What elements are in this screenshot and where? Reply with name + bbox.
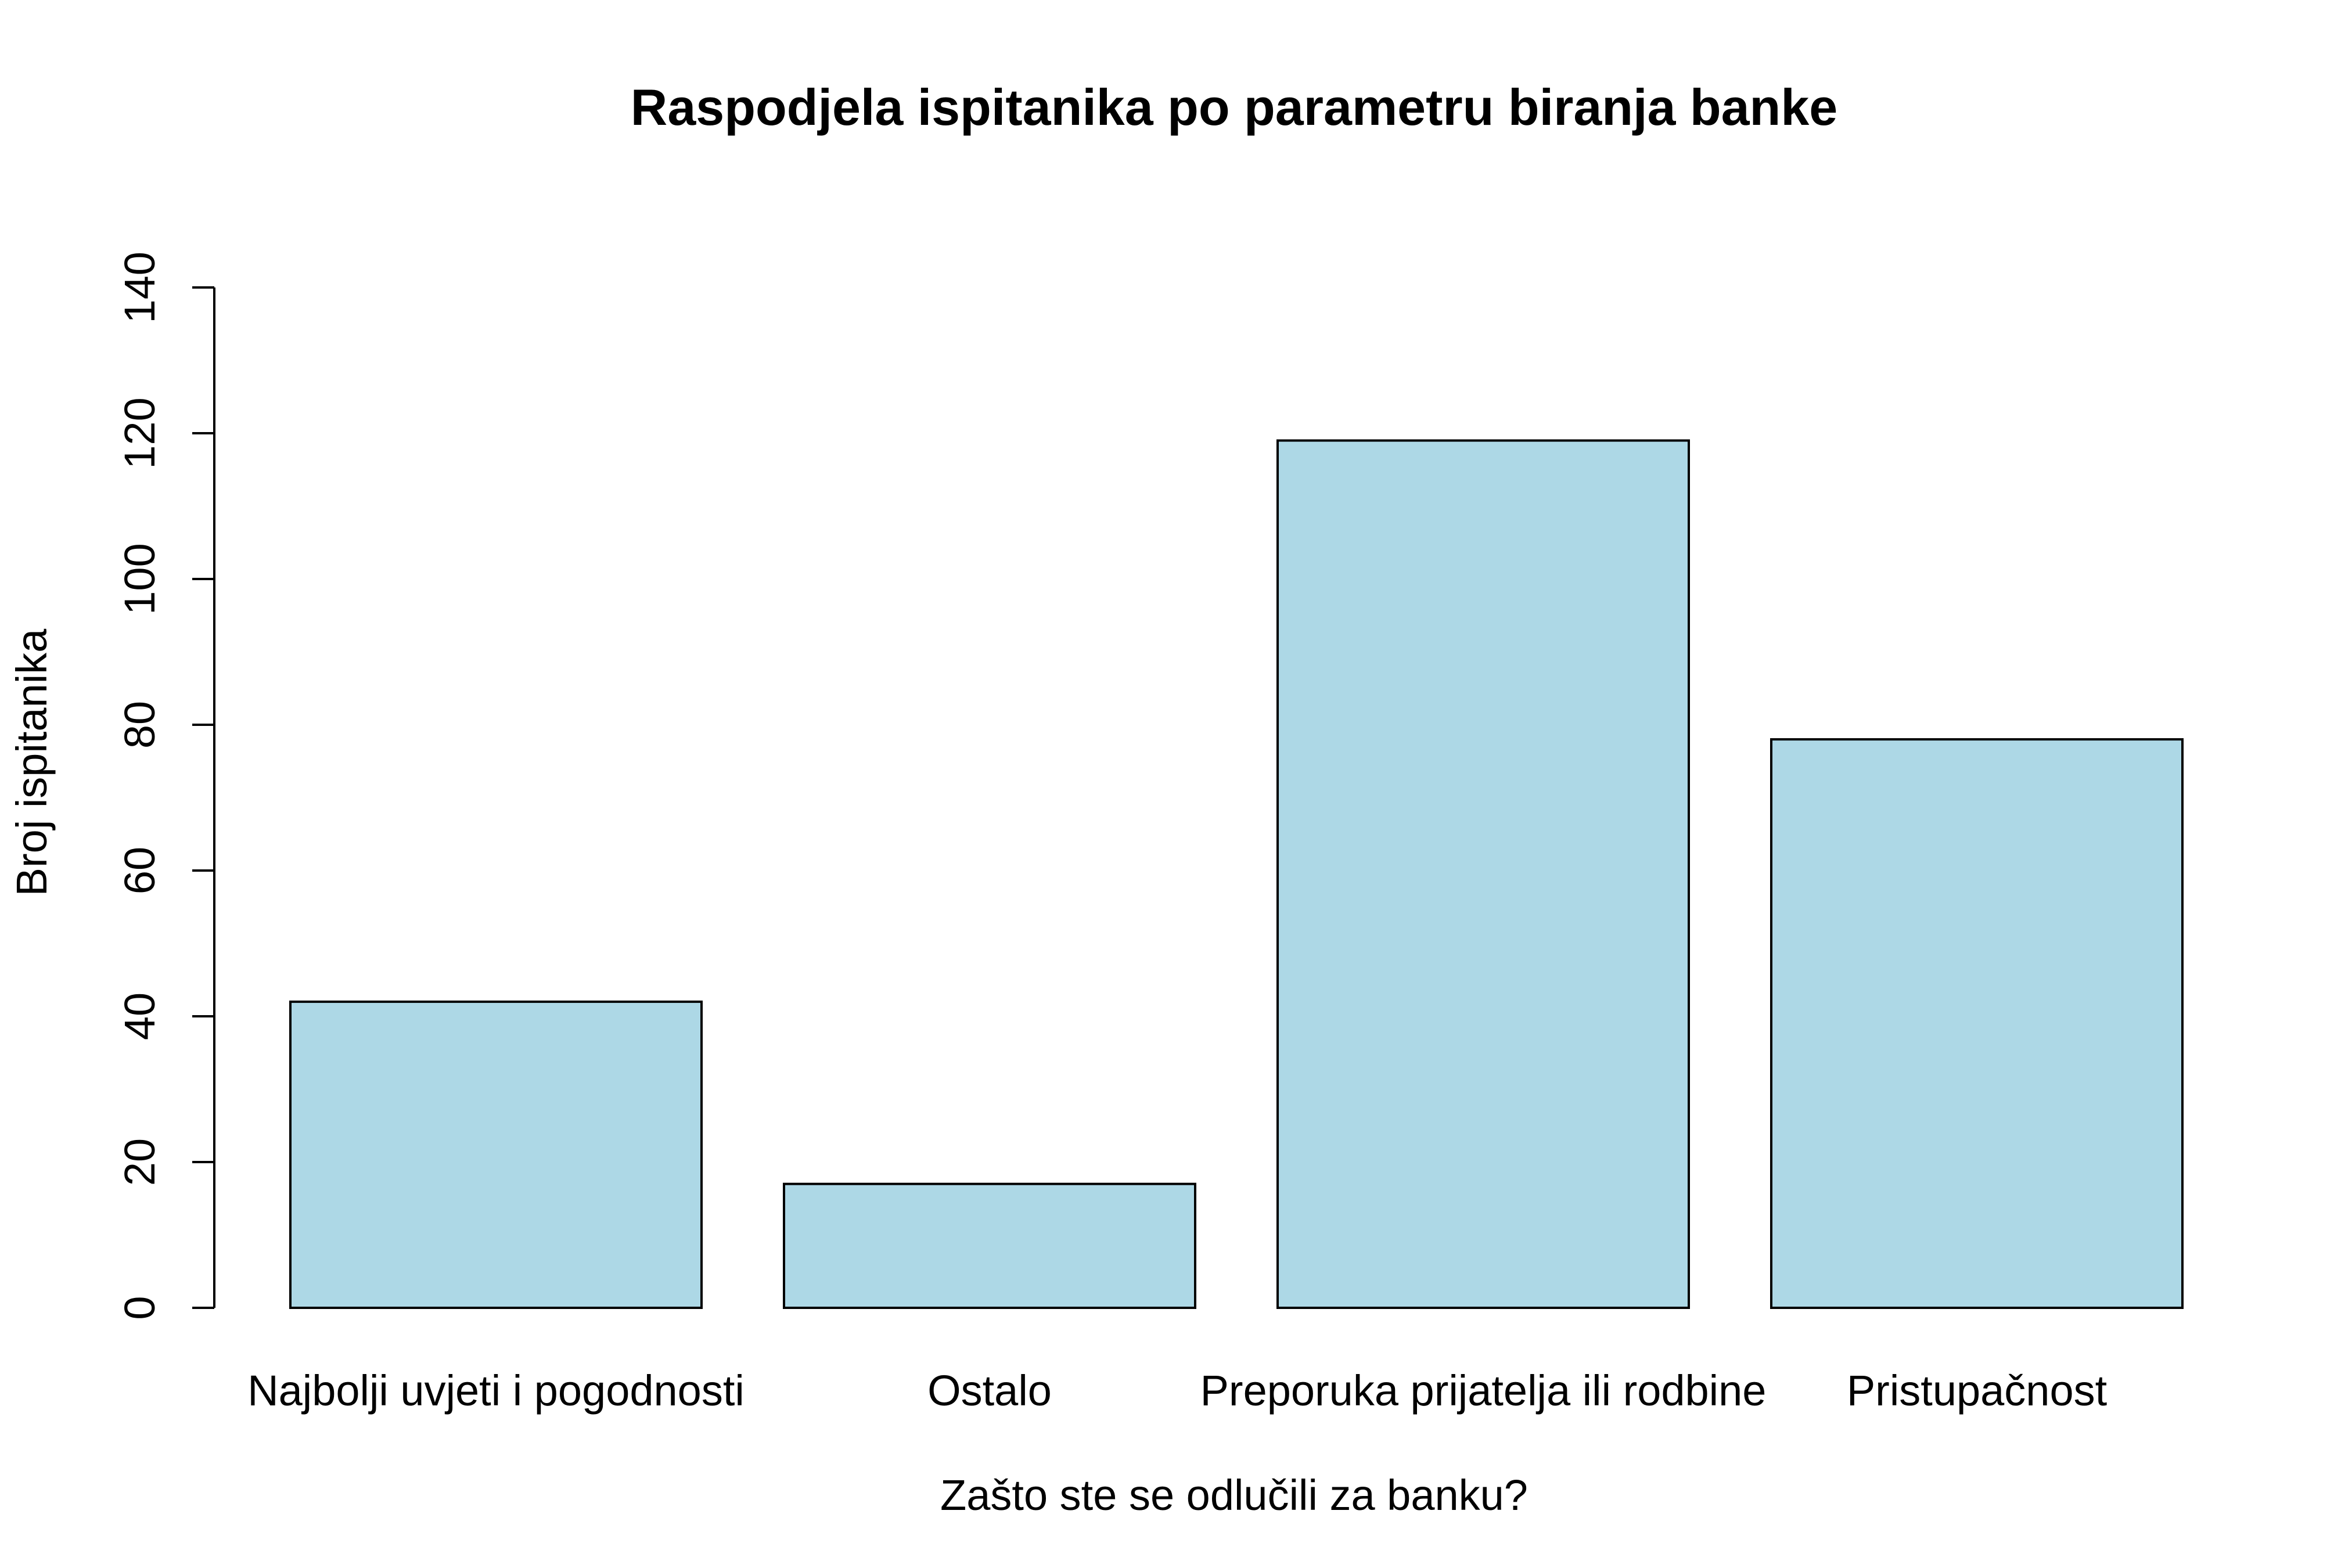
- x-axis-category-labels: Najbolji uvjeti i pogodnosti Ostalo Prepor…: [247, 1366, 2107, 1415]
- y-tick-label-7: 140: [116, 251, 164, 323]
- y-tick-label-3: 60: [116, 847, 164, 894]
- y-tick-label-0: 0: [116, 1296, 164, 1319]
- y-axis-title: Broj ispitanika: [8, 628, 56, 897]
- bar-1: [783, 1182, 1196, 1310]
- chart-title: Raspodjela ispitanika po parametru biran…: [631, 78, 1837, 136]
- x-tick-label-3: Pristupačnost: [1847, 1366, 2108, 1415]
- y-tick-label-2: 40: [116, 992, 164, 1040]
- bar-0: [289, 1000, 703, 1309]
- x-tick-label-0: Najbolji uvjeti i pogodnosti: [247, 1366, 745, 1415]
- y-tick-label-1: 20: [116, 1138, 164, 1186]
- y-tick-label-5: 100: [116, 543, 164, 614]
- bars-group: [289, 439, 2184, 1310]
- x-tick-label-2: Preporuka prijatelja ili rodbine: [1200, 1366, 1767, 1415]
- bar-2: [1276, 439, 1690, 1309]
- x-tick-label-1: Ostalo: [927, 1366, 1052, 1415]
- bar-3: [1770, 738, 2184, 1309]
- y-tick-label-6: 120: [116, 397, 164, 469]
- y-axis-ticks: 0 20 40 60 80 100 120 140: [116, 251, 214, 1320]
- x-axis-title: Zašto ste se odlučili za banku?: [940, 1471, 1528, 1519]
- y-tick-label-4: 80: [116, 701, 164, 749]
